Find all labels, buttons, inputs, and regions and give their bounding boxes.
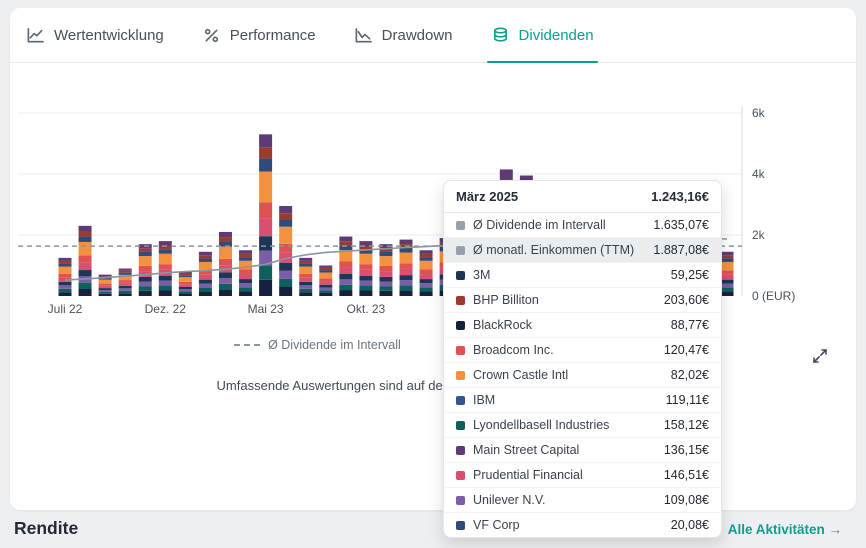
tooltip-row-value: 20,08€ <box>670 518 709 532</box>
tooltip-row: VF Corp 20,08€ <box>444 513 721 537</box>
tooltip-row-value: 120,47€ <box>663 343 709 357</box>
tooltip-row-label: Ø monatl. Einkommen (TTM) <box>473 243 635 257</box>
expand-icon <box>813 349 827 363</box>
tooltip-row-label: Ø Dividende im Intervall <box>473 218 606 232</box>
tooltip-row-value: 88,77€ <box>670 318 709 332</box>
tooltip-row-value: 136,15€ <box>663 443 709 457</box>
dividends-stacked-bar-chart[interactable]: 6k 4k 2k 0 (EUR) Juli 22 Dez. 22 Mai 23 Okt. 23 <box>10 86 856 318</box>
legend-label: Ø Dividende im Intervall <box>268 338 401 352</box>
series-color-marker <box>456 370 465 380</box>
tooltip-row: Broadcom Inc. 120,47€ <box>444 338 721 363</box>
tooltip-row-label: VF Corp <box>473 518 520 532</box>
chart-tab-bar: Wertentwicklung Performance Drawdown <box>10 8 856 63</box>
series-color-marker <box>456 470 465 480</box>
dashed-line-sample <box>234 344 261 346</box>
tooltip-row: BlackRock 88,77€ <box>444 313 721 338</box>
tooltip-header: März 2025 1.243,16€ <box>444 181 721 213</box>
tab-dividenden[interactable]: Dividenden <box>486 8 598 63</box>
svg-text:0 (EUR): 0 (EUR) <box>752 289 795 303</box>
tooltip-row-label: Unilever N.V. <box>473 493 546 507</box>
tooltip-row-value: 146,51€ <box>663 468 709 482</box>
line-chart-icon <box>27 27 44 42</box>
tooltip-row-value: 119,11€ <box>665 393 709 407</box>
series-color-marker <box>456 270 465 280</box>
tooltip-row-label: Lyondellbasell Industries <box>473 418 610 432</box>
tooltip-row-label: Broadcom Inc. <box>473 343 554 357</box>
drawdown-chart-icon <box>355 27 372 42</box>
tooltip-row-value: 1.887,08€ <box>653 243 709 257</box>
tooltip-row: Crown Castle Intl 82,02€ <box>444 363 721 388</box>
svg-text:4k: 4k <box>752 167 766 181</box>
tooltip-row-label: 3M <box>473 268 491 282</box>
tooltip-row: Unilever N.V. 109,08€ <box>444 488 721 513</box>
tooltip-row-value: 203,60€ <box>663 293 709 307</box>
series-color-marker <box>456 320 465 330</box>
alle-aktivitaeten-link[interactable]: Alle Aktivitäten → <box>727 522 842 537</box>
tooltip-row-value: 158,12€ <box>663 418 709 432</box>
series-color-marker <box>456 245 465 255</box>
series-color-marker <box>456 395 465 405</box>
tooltip-row: 3M 59,25€ <box>444 263 721 288</box>
tooltip-row: Prudential Financial 146,51€ <box>444 463 721 488</box>
dividend-dashboard-hint: Umfassende Auswertungen sind auf dem Div… <box>10 378 856 393</box>
section-headers: Rendite Letzte Aktivitäten Alle Aktivitä… <box>0 510 866 548</box>
tooltip-row-value: 82,02€ <box>670 368 709 382</box>
tooltip-row-label: Main Street Capital <box>473 443 580 457</box>
tab-label: Wertentwicklung <box>54 26 164 44</box>
tooltip-row: Ø monatl. Einkommen (TTM) 1.887,08€ <box>444 238 721 263</box>
series-color-marker <box>456 445 465 455</box>
tab-label: Performance <box>229 26 316 44</box>
hint-prefix: Umfassende Auswertungen sind auf dem <box>216 378 458 393</box>
svg-text:Dez. 22: Dez. 22 <box>145 302 187 316</box>
tooltip-row: Lyondellbasell Industries 158,12€ <box>444 413 721 438</box>
rendite-heading: Rendite <box>14 518 79 538</box>
series-color-marker <box>456 345 465 355</box>
tooltip-row-label: BHP Billiton <box>473 293 539 307</box>
expand-chart-button[interactable] <box>812 348 830 366</box>
coins-icon <box>493 26 507 42</box>
tooltip-row-label: IBM <box>473 393 496 407</box>
tooltip-row: Main Street Capital 136,15€ <box>444 438 721 463</box>
tooltip-row-value: 59,25€ <box>670 268 709 282</box>
svg-text:Juli 22: Juli 22 <box>48 302 83 316</box>
tooltip-row: Ø Dividende im Intervall 1.635,07€ <box>444 213 721 238</box>
chart-legend: Ø Dividende im Intervall Ø monatl. Einko… <box>10 338 856 352</box>
tab-drawdown[interactable]: Drawdown <box>354 8 453 62</box>
tooltip-month: März 2025 <box>456 189 519 204</box>
svg-text:Okt. 23: Okt. 23 <box>347 302 386 316</box>
tooltip-row-value: 1.635,07€ <box>653 218 709 232</box>
tab-label: Dividenden <box>518 26 594 44</box>
tooltip-row-value: 109,08€ <box>663 493 709 507</box>
tab-label: Drawdown <box>381 26 453 44</box>
tooltip-total: 1.243,16€ <box>651 189 709 204</box>
percent-trend-icon <box>204 28 218 42</box>
tooltip-row: BHP Billiton 203,60€ <box>444 288 721 313</box>
series-color-marker <box>456 420 465 430</box>
svg-text:Mai 23: Mai 23 <box>248 302 284 316</box>
svg-text:2k: 2k <box>752 228 766 242</box>
series-color-marker <box>456 495 465 505</box>
tooltip-row: IBM 119,11€ <box>444 388 721 413</box>
series-color-marker <box>456 220 465 230</box>
tab-wertentwicklung[interactable]: Wertentwicklung <box>26 8 164 62</box>
tab-performance[interactable]: Performance <box>202 8 316 62</box>
tooltip-row-label: BlackRock <box>473 318 533 332</box>
chart-card: Wertentwicklung Performance Drawdown <box>10 8 856 510</box>
legend-avg-dividend[interactable]: Ø Dividende im Intervall <box>234 338 401 352</box>
series-color-marker <box>456 295 465 305</box>
tooltip-row-label: Prudential Financial <box>473 468 583 482</box>
chart-tooltip: März 2025 1.243,16€ Ø Dividende im Inter… <box>443 180 722 538</box>
svg-text:6k: 6k <box>752 106 766 120</box>
series-color-marker <box>456 520 465 530</box>
tooltip-row-label: Crown Castle Intl <box>473 368 569 382</box>
tooltip-rows: Ø Dividende im Intervall 1.635,07€ Ø monat… <box>444 213 721 537</box>
